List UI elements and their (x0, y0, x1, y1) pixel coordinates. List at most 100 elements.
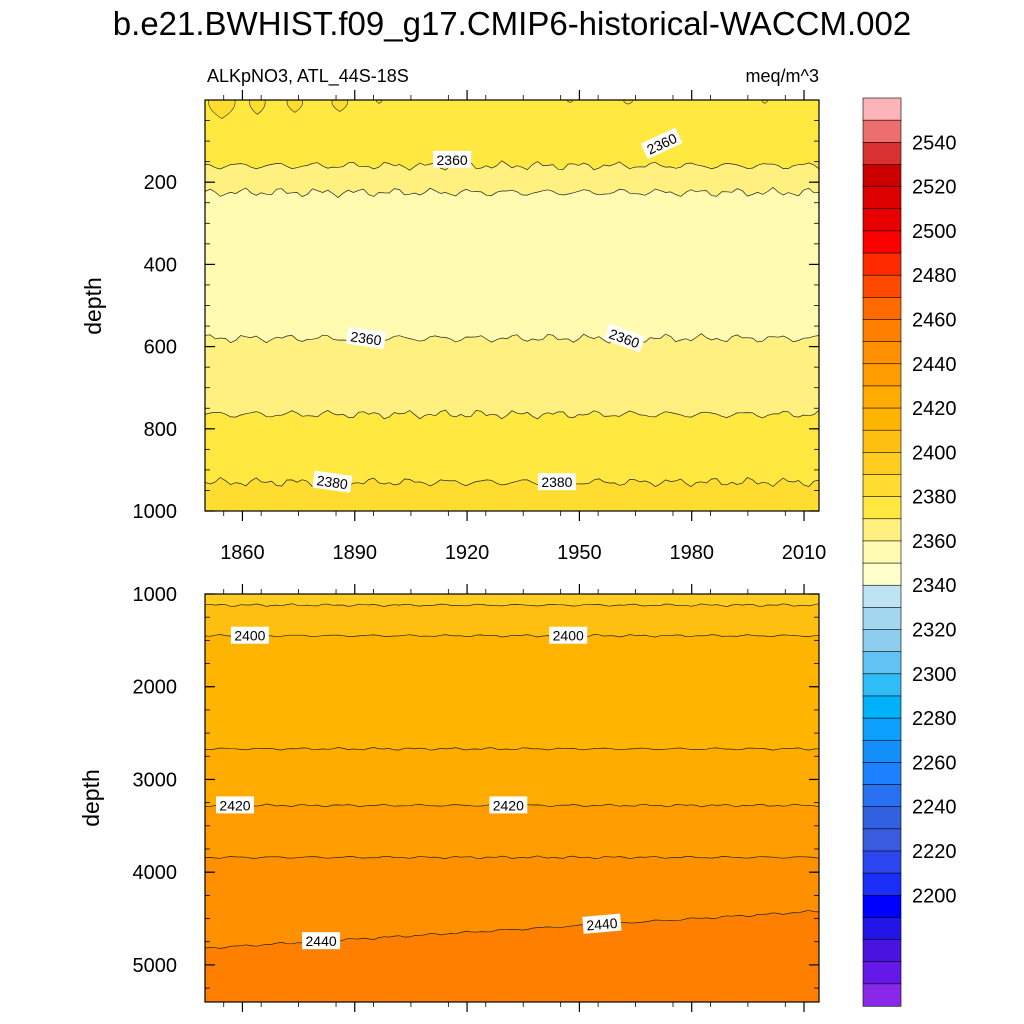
contour-label: 2400 (549, 626, 588, 644)
contour-label: 2380 (537, 473, 576, 491)
contour-label-text: 2380 (541, 474, 572, 490)
colorbar-swatch (862, 695, 902, 719)
colorbar-label: 2220 (912, 841, 957, 863)
contour-label-bg (302, 932, 341, 950)
colorbar-swatch (862, 119, 902, 143)
contour-label-bg (346, 326, 387, 349)
colorbar-label: 2300 (912, 664, 957, 686)
contour-blob (286, 99, 303, 113)
colorbar-swatch (862, 651, 902, 675)
colorbar-swatch (862, 739, 902, 763)
contour-label-text: 2400 (553, 628, 584, 644)
colorbar-swatch (862, 97, 902, 121)
colorbar-swatch (862, 584, 902, 608)
upper-right-label: meq/m^3 (746, 66, 819, 86)
contour-label: 2420 (216, 796, 254, 814)
upper-y-axis-label: depth (80, 277, 106, 335)
y-tick-label: 400 (144, 254, 177, 276)
contour-line (204, 187, 820, 198)
colorbar-swatch (862, 872, 902, 896)
contour-line (204, 634, 820, 638)
contour-blob (623, 99, 633, 105)
contour-band (205, 410, 819, 487)
contour-line (204, 160, 820, 171)
colorbar-swatch (862, 629, 902, 653)
lower-contour-lines (204, 603, 820, 949)
contour-label: 2440 (582, 913, 622, 934)
contour-band (205, 603, 819, 638)
colorbar-swatch (862, 562, 902, 586)
colorbar-swatch (862, 230, 902, 254)
colorbar-label: 2380 (912, 487, 957, 509)
colorbar-swatch (862, 939, 902, 963)
contour-band (205, 594, 819, 607)
colorbar-swatch (862, 407, 902, 431)
colorbar-swatch (862, 784, 902, 808)
colorbar-label: 2200 (912, 885, 957, 907)
colorbar-swatch (862, 917, 902, 941)
contour-band (205, 187, 819, 344)
contour-line (204, 333, 820, 344)
colorbar-swatch (862, 186, 902, 210)
contour-label: 2440 (302, 932, 341, 950)
colorbar-label: 2480 (912, 265, 957, 287)
contour-label-text: 2420 (219, 797, 250, 813)
contour-line (204, 747, 820, 751)
contour-band (205, 333, 819, 419)
y-tick-label: 2000 (133, 677, 178, 699)
contour-band (205, 855, 819, 949)
y-tick-label: 3000 (133, 769, 178, 791)
colorbar-swatch (862, 673, 902, 697)
contour-label-bg (230, 626, 269, 644)
contour-label-bg (582, 913, 622, 934)
contour-band (205, 477, 819, 511)
contour-line (204, 409, 820, 420)
contour-band (205, 910, 819, 1002)
contour-label: 2420 (489, 796, 528, 814)
colorbar-swatch (862, 208, 902, 232)
colorbar-label: 2360 (912, 531, 957, 553)
colorbar-labels: 2540 2520 2500 2480 2460 2440 2420 2400 2380 2360… (912, 132, 957, 907)
contour-label-bg (549, 626, 588, 644)
contour-blob (249, 99, 266, 115)
contour-band (205, 634, 819, 751)
colorbar-swatch (862, 429, 902, 453)
x-tick-label: 1920 (445, 542, 490, 564)
contour-band (205, 747, 819, 807)
contour-blob (376, 99, 382, 104)
contour-label-text: 2440 (586, 915, 619, 934)
contour-label-bg (603, 323, 646, 353)
contour-blob (761, 99, 768, 104)
contour-label-text: 2440 (306, 933, 337, 949)
contour-line (204, 477, 820, 488)
contour-label-bg (640, 127, 683, 160)
colorbar-label: 2500 (912, 221, 957, 243)
colorbar-swatch (862, 850, 902, 874)
x-tick-label: 1950 (557, 542, 602, 564)
colorbar-swatch (862, 474, 902, 498)
colorbar-swatch (862, 164, 902, 188)
contour-label-text: 2360 (349, 328, 382, 348)
lower-contour-labels: 2400 2400 2420 2420 2440 2440 (216, 626, 622, 950)
y-tick-label: 5000 (133, 955, 178, 977)
colorbar (862, 97, 902, 1007)
colorbar-swatch (862, 496, 902, 520)
colorbar-swatch (862, 961, 902, 985)
contour-label-text: 2400 (234, 628, 265, 644)
lower-axes: 1000 2000 3000 4000 5000 (133, 584, 819, 1012)
colorbar-swatch (862, 363, 902, 387)
contour-label-bg (312, 470, 353, 493)
colorbar-label: 2320 (912, 620, 957, 642)
colorbar-swatch (862, 983, 902, 1007)
contour-label: 2360 (433, 150, 472, 168)
colorbar-swatch (862, 607, 902, 631)
contour-band (205, 160, 819, 198)
lower-plot-frame (204, 593, 820, 1003)
colorbar-swatch (862, 385, 902, 409)
colorbar-label: 2260 (912, 752, 957, 774)
y-tick-label: 1000 (133, 501, 178, 523)
y-tick-label: 1000 (133, 584, 178, 606)
contour-band (205, 100, 819, 171)
upper-contour-lines (204, 99, 820, 488)
